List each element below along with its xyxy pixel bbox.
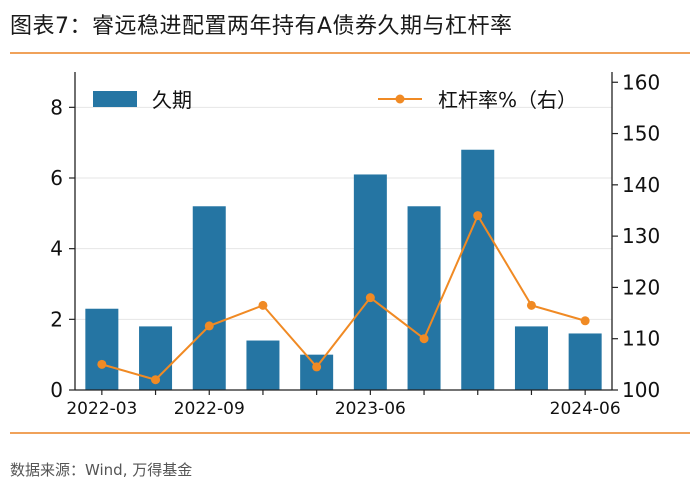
- bar-2023-12: [461, 149, 495, 390]
- right-tick-label: 120: [622, 275, 660, 299]
- left-tick-label: 2: [50, 307, 63, 331]
- left-tick-label: 8: [50, 95, 63, 119]
- left-tick-label: 4: [50, 237, 63, 261]
- title-divider: [10, 52, 690, 54]
- leverage-point-2024-03: [526, 300, 536, 310]
- axes: 0 2 4 6 8 100 110 120 130 140 150 160 2022-03 2022-09…: [50, 70, 660, 419]
- bar-2022-12: [246, 340, 280, 390]
- legend-line-label: 杠杆率%（右）: [438, 88, 577, 112]
- x-tick-label: 2023-06: [335, 399, 406, 419]
- leverage-point-2023-12: [473, 211, 483, 221]
- bar-2023-09: [407, 206, 441, 390]
- legend-bar-label: 久期: [152, 88, 192, 112]
- bar-2024-03: [514, 326, 548, 390]
- right-tick-label: 100: [622, 378, 660, 402]
- bar-2023-03: [300, 354, 334, 390]
- right-tick-label: 150: [622, 122, 660, 146]
- bar-2024-06: [568, 333, 602, 390]
- legend-bar-swatch: [93, 91, 137, 107]
- chart-title: 图表7：睿远稳进配置两年持有A债券久期与杠杆率: [10, 14, 513, 39]
- leverage-point-2024-06: [580, 316, 590, 326]
- bar-2023-06: [353, 174, 387, 390]
- bar-series: [85, 149, 602, 390]
- x-tick-label: 2022-03: [66, 399, 137, 419]
- left-tick-label: 6: [50, 166, 63, 190]
- right-tick-label: 140: [622, 173, 660, 197]
- x-tick-label: 2024-06: [550, 399, 621, 419]
- legend: 久期 杠杆率%（右）: [93, 88, 577, 112]
- left-tick-label: 0: [50, 378, 63, 402]
- leverage-point-2023-06: [365, 293, 375, 303]
- leverage-point-2022-06: [151, 375, 161, 385]
- grid-lines: [75, 106, 612, 320]
- bar-2022-09: [192, 206, 226, 390]
- leverage-point-2022-09: [204, 321, 214, 331]
- right-tick-label: 130: [622, 224, 660, 248]
- leverage-line: [101, 213, 586, 381]
- leverage-point-2023-03: [312, 362, 322, 372]
- x-tick-label: 2022-09: [174, 399, 245, 419]
- footer-divider: [10, 432, 690, 434]
- leverage-point-2022-03: [97, 359, 107, 369]
- line-series: [97, 211, 590, 385]
- leverage-point-2023-09: [419, 334, 429, 344]
- legend-line-marker: [395, 94, 405, 104]
- right-tick-label: 110: [622, 327, 660, 351]
- source-note: 数据来源：Wind, 万得基金: [10, 461, 193, 479]
- leverage-point-2022-12: [258, 300, 268, 310]
- right-tick-label: 160: [622, 70, 660, 94]
- bar-2022-03: [85, 308, 119, 390]
